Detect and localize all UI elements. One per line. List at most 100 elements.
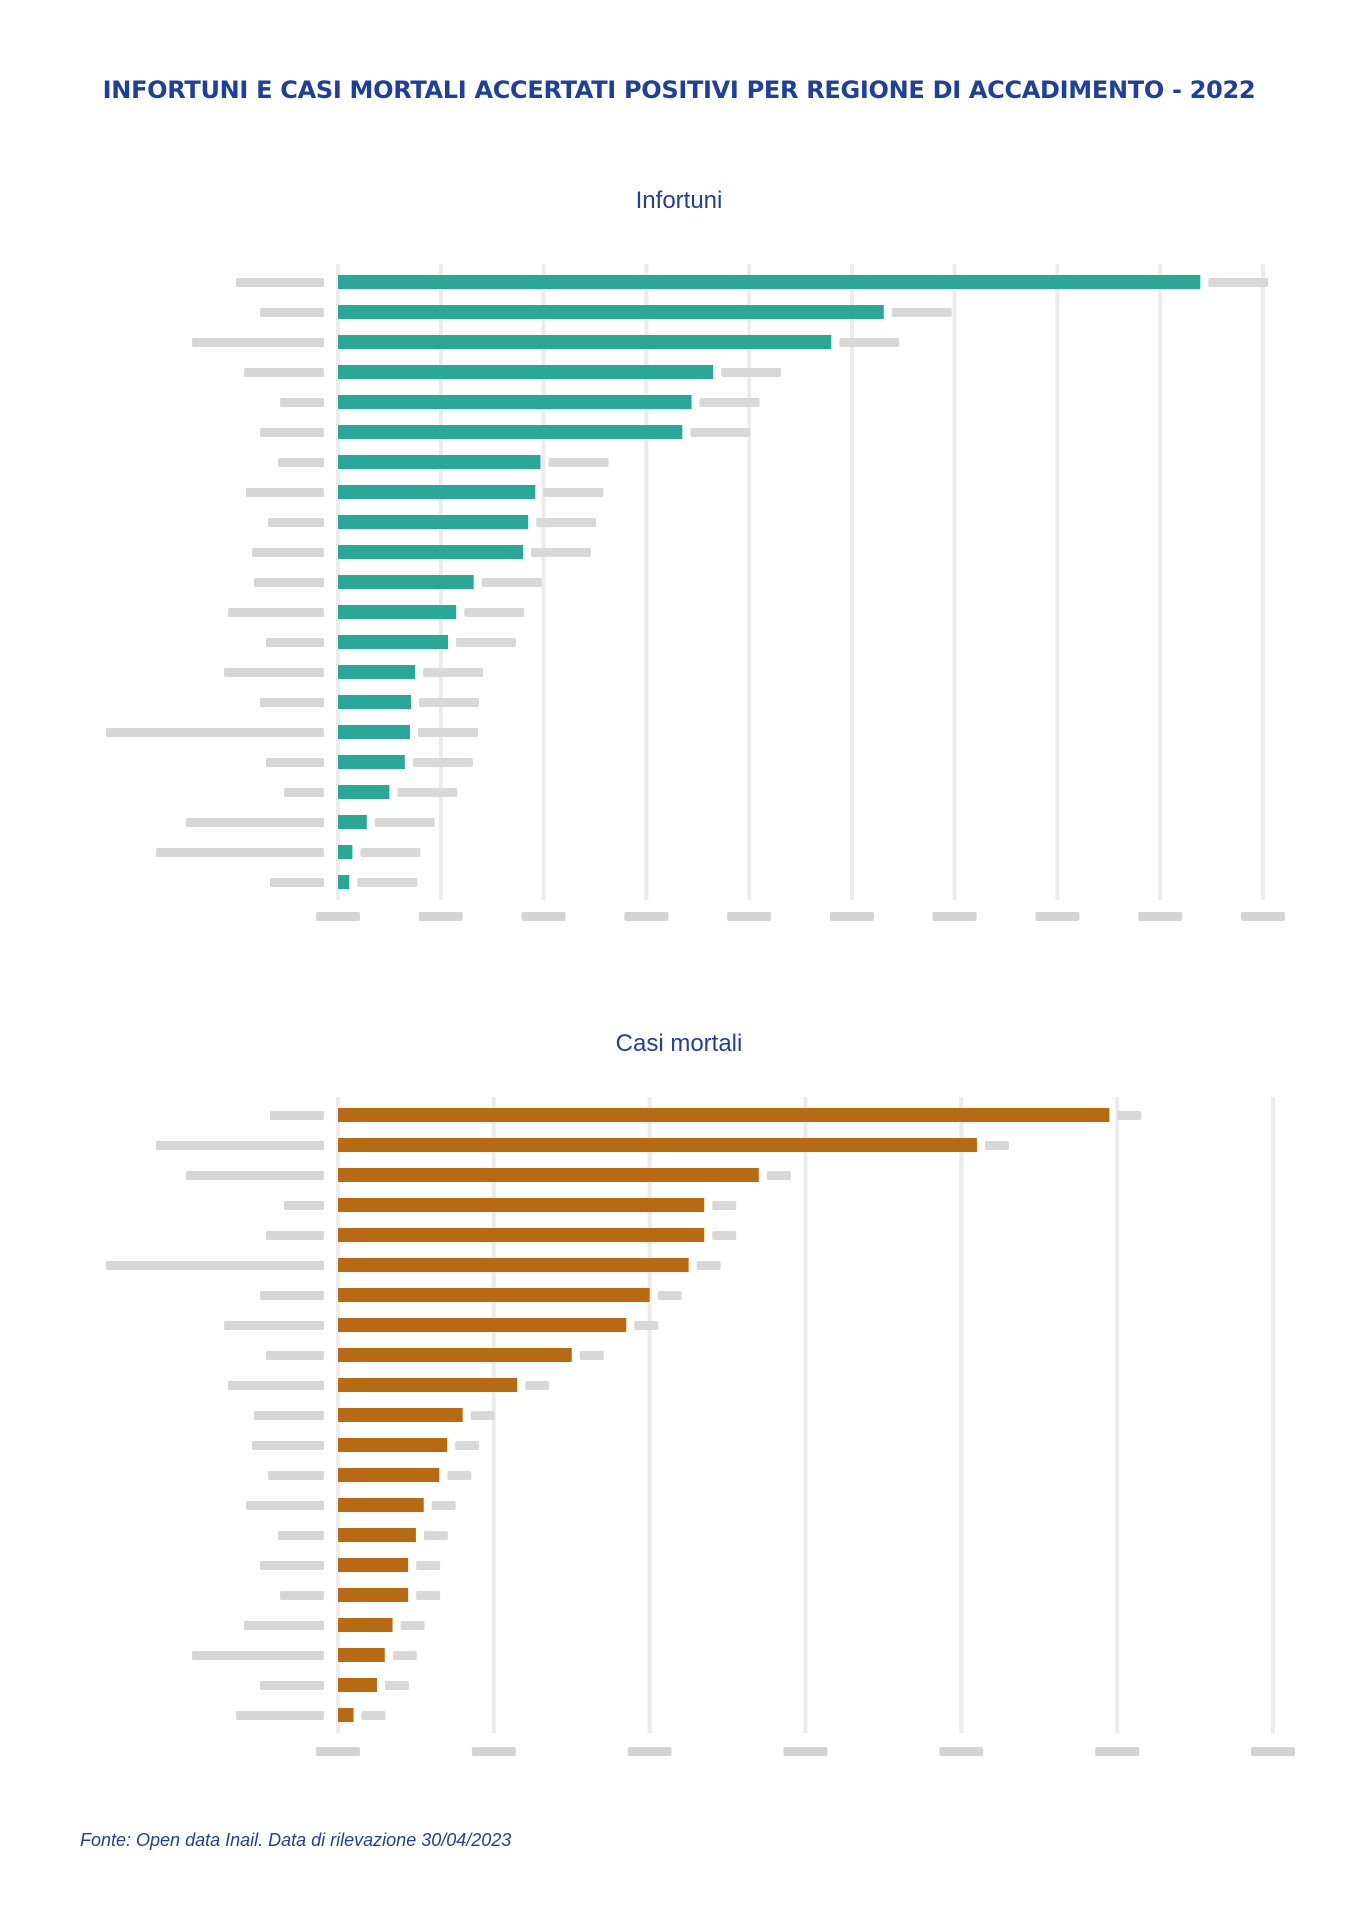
infortuni-category-label xyxy=(270,878,324,887)
infortuni-category-label xyxy=(278,458,324,467)
mortali-category-label xyxy=(244,1621,324,1630)
infortuni-category-label xyxy=(280,398,324,407)
mortali-bar xyxy=(338,1378,518,1392)
mortali-tick-label xyxy=(1095,1747,1140,1756)
infortuni-category-label xyxy=(268,518,324,527)
infortuni-value-label xyxy=(360,848,421,857)
infortuni-value-label xyxy=(548,458,609,467)
infortuni-tick-label xyxy=(624,912,669,921)
infortuni-value-label xyxy=(418,698,479,707)
mortali-value-label xyxy=(361,1711,386,1720)
mortali-bar xyxy=(338,1648,385,1662)
mortali-bar xyxy=(338,1528,416,1542)
mortali-bar xyxy=(338,1678,377,1692)
infortuni-bar xyxy=(338,665,416,679)
mortali-category-label xyxy=(252,1441,324,1450)
infortuni-category-label xyxy=(266,638,324,647)
infortuni-value-label xyxy=(690,428,751,437)
infortuni-value-label xyxy=(721,368,782,377)
mortali-category-label xyxy=(266,1231,324,1240)
mortali-value-label xyxy=(470,1411,495,1420)
infortuni-value-label xyxy=(417,728,478,737)
mortali-value-label xyxy=(984,1141,1009,1150)
infortuni-value-label xyxy=(699,398,760,407)
mortali-bar xyxy=(338,1288,650,1302)
infortuni-category-label xyxy=(192,338,324,347)
mortali-bar xyxy=(338,1408,463,1422)
infortuni-value-label xyxy=(464,608,525,617)
infortuni-bar xyxy=(338,455,541,469)
mortali-value-label xyxy=(455,1441,480,1450)
infortuni-value-label xyxy=(891,308,952,317)
mortali-value-label xyxy=(431,1501,456,1510)
mortali-bar xyxy=(338,1468,440,1482)
mortali-bar xyxy=(338,1228,705,1242)
mortali-value-label xyxy=(657,1291,682,1300)
infortuni-value-label xyxy=(397,788,458,797)
infortuni-category-label xyxy=(252,548,324,557)
infortuni-tick-label xyxy=(727,912,772,921)
mortali-tick-label xyxy=(471,1747,516,1756)
infortuni-bar xyxy=(338,305,884,319)
chart-title-casi-mortali: Casi mortali xyxy=(615,1030,743,1057)
infortuni-bar xyxy=(338,545,523,559)
infortuni-value-label xyxy=(423,668,484,677)
mortali-bar xyxy=(338,1108,1110,1122)
infortuni-bar xyxy=(338,725,410,739)
infortuni-value-label xyxy=(531,548,591,557)
chart-infortuni xyxy=(106,264,1285,921)
mortali-bar xyxy=(338,1318,627,1332)
mortali-category-label xyxy=(156,1141,324,1150)
infortuni-bar xyxy=(338,695,411,709)
mortali-tick-label xyxy=(316,1747,360,1756)
infortuni-value-label xyxy=(839,338,900,347)
mortali-category-label xyxy=(228,1381,324,1390)
mortali-value-label xyxy=(634,1321,659,1330)
mortali-value-label xyxy=(525,1381,550,1390)
infortuni-value-label xyxy=(543,488,604,497)
infortuni-value-label xyxy=(357,878,418,887)
mortali-value-label xyxy=(400,1621,425,1630)
mortali-value-label xyxy=(392,1651,417,1660)
infortuni-category-label xyxy=(254,578,324,587)
mortali-bar xyxy=(338,1168,759,1182)
infortuni-bar xyxy=(338,875,350,889)
infortuni-category-label xyxy=(156,848,324,857)
infortuni-bar xyxy=(338,815,367,829)
mortali-category-label xyxy=(254,1411,324,1420)
infortuni-category-label xyxy=(228,608,324,617)
mortali-category-label xyxy=(236,1711,324,1720)
mortali-category-label xyxy=(270,1111,324,1120)
mortali-category-label xyxy=(224,1321,324,1330)
mortali-category-label xyxy=(246,1501,324,1510)
mortali-bar xyxy=(338,1498,424,1512)
infortuni-category-label xyxy=(260,698,324,707)
infortuni-tick-label xyxy=(932,912,977,921)
mortali-category-label xyxy=(268,1471,324,1480)
mortali-category-label xyxy=(280,1591,324,1600)
mortali-bar xyxy=(338,1438,448,1452)
infortuni-bar xyxy=(338,755,405,769)
infortuni-bar xyxy=(338,275,1201,289)
chart-casi-mortali xyxy=(106,1097,1295,1756)
mortali-value-label xyxy=(447,1471,472,1480)
chart-title-infortuni: Infortuni xyxy=(635,187,723,214)
infortuni-bar xyxy=(338,395,692,409)
mortali-value-label xyxy=(1117,1111,1142,1120)
mortali-value-label xyxy=(696,1261,721,1270)
mortali-category-label xyxy=(260,1561,324,1570)
mortali-value-label xyxy=(712,1201,737,1210)
infortuni-tick-label xyxy=(829,912,874,921)
mortali-bar xyxy=(338,1618,393,1632)
infortuni-bar xyxy=(338,335,832,349)
infortuni-bar xyxy=(338,365,714,379)
mortali-bar xyxy=(338,1198,705,1212)
infortuni-category-label xyxy=(266,758,324,767)
mortali-bar xyxy=(338,1588,409,1602)
mortali-category-label xyxy=(106,1261,324,1270)
infortuni-category-label xyxy=(106,728,324,737)
mortali-bar xyxy=(338,1138,977,1152)
infortuni-value-label xyxy=(1208,278,1269,287)
infortuni-bar xyxy=(338,605,457,619)
infortuni-bar xyxy=(338,635,448,649)
